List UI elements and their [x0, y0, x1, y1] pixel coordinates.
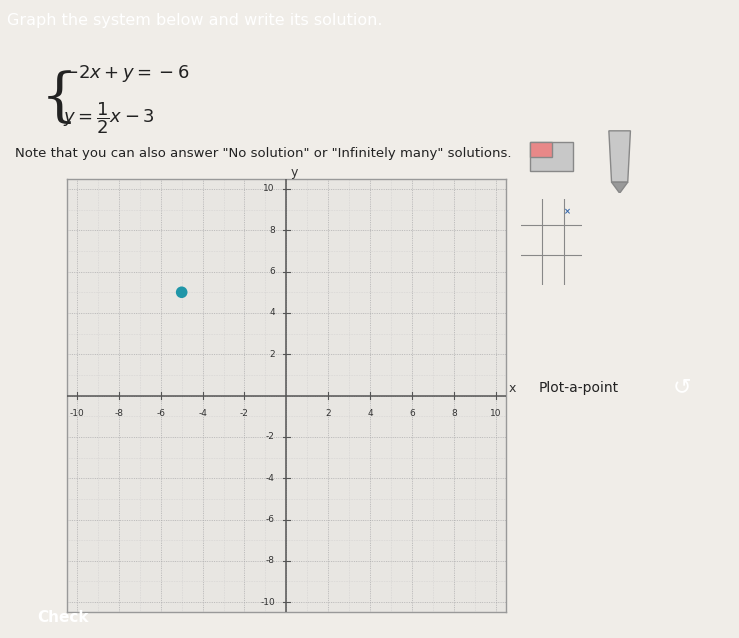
Text: Plot-a-point: Plot-a-point — [538, 381, 619, 394]
Text: 2: 2 — [325, 409, 331, 418]
Text: -2: -2 — [266, 433, 275, 441]
Text: -2: -2 — [240, 409, 249, 418]
Text: 4: 4 — [269, 308, 275, 318]
Text: y: y — [291, 166, 299, 179]
Text: 8: 8 — [269, 226, 275, 235]
Text: 6: 6 — [409, 409, 415, 418]
Text: ×: × — [564, 207, 571, 217]
Point — [176, 287, 188, 297]
Text: 2: 2 — [269, 350, 275, 359]
Polygon shape — [609, 131, 630, 182]
Polygon shape — [530, 142, 551, 156]
Text: Check: Check — [37, 610, 89, 625]
Text: 10: 10 — [263, 184, 275, 193]
Text: -4: -4 — [266, 473, 275, 483]
Text: -8: -8 — [115, 409, 123, 418]
Text: -4: -4 — [198, 409, 207, 418]
Text: Note that you can also answer "No solution" or "Infinitely many" solutions.: Note that you can also answer "No soluti… — [15, 147, 511, 160]
Text: $y=\dfrac{1}{2}x-3$: $y=\dfrac{1}{2}x-3$ — [63, 100, 154, 136]
Text: -6: -6 — [156, 409, 166, 418]
Text: {: { — [41, 71, 78, 127]
Text: -10: -10 — [69, 409, 84, 418]
Text: Graph the system below and write its solution.: Graph the system below and write its sol… — [7, 13, 383, 28]
Text: 10: 10 — [490, 409, 502, 418]
Text: x: x — [509, 382, 516, 395]
Text: -6: -6 — [266, 515, 275, 524]
Text: 8: 8 — [451, 409, 457, 418]
Polygon shape — [612, 182, 627, 193]
Text: ↺: ↺ — [672, 378, 691, 397]
Text: -8: -8 — [266, 556, 275, 565]
Text: -10: -10 — [260, 598, 275, 607]
Text: 4: 4 — [367, 409, 373, 418]
Polygon shape — [530, 142, 573, 171]
Text: 6: 6 — [269, 267, 275, 276]
Text: $-2x+y=-6$: $-2x+y=-6$ — [63, 63, 189, 84]
